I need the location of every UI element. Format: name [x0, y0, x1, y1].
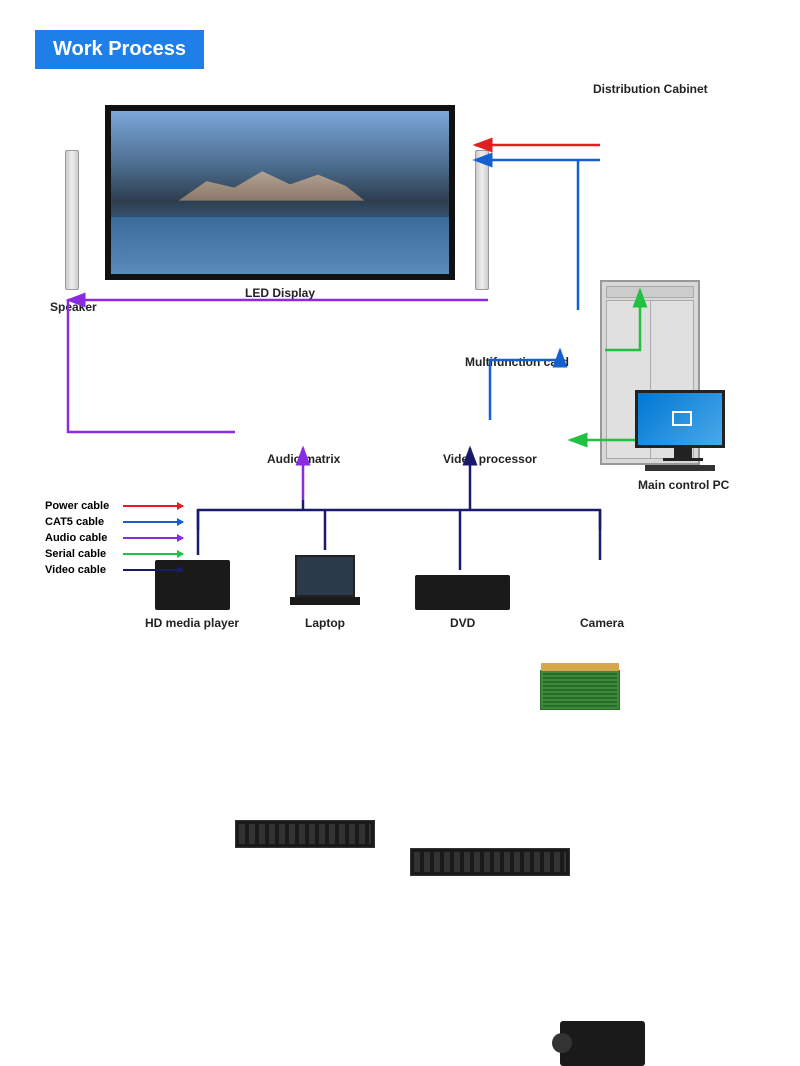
multifunction-card-label: Multifunction card: [465, 355, 569, 369]
legend-label: Serial cable: [45, 548, 123, 560]
legend-arrow: [123, 569, 183, 571]
distribution-cabinet-label: Distribution Cabinet: [593, 82, 708, 96]
work-process-diagram: Work Process LED Display Speaker Distrib…: [0, 0, 800, 694]
led-display-label: LED Display: [245, 286, 315, 300]
legend-arrow: [123, 521, 183, 523]
led-display: [105, 105, 455, 280]
dvd: [415, 575, 510, 610]
main-control-pc-label: Main control PC: [638, 478, 729, 492]
legend-arrow: [123, 505, 183, 507]
multifunction-card: [540, 670, 620, 710]
legend-arrow: [123, 537, 183, 539]
legend-label: Power cable: [45, 500, 123, 512]
speaker-left: [65, 150, 79, 290]
video-processor-label: Video processor: [443, 452, 537, 466]
legend-label: Video cable: [45, 564, 123, 576]
dvd-label: DVD: [450, 616, 475, 630]
video-processor: [410, 848, 570, 876]
camera: [560, 1021, 645, 1066]
laptop: [290, 555, 360, 605]
cable-legend: Power cable CAT5 cable Audio cable Serial c…: [45, 500, 183, 580]
legend-label: CAT5 cable: [45, 516, 123, 528]
legend-arrow: [123, 553, 183, 555]
title-banner: Work Process: [35, 30, 204, 69]
camera-label: Camera: [580, 616, 624, 630]
legend-label: Audio cable: [45, 532, 123, 544]
hd-media-player-label: HD media player: [145, 616, 239, 630]
speaker-label: Speaker: [50, 300, 97, 314]
audio-matrix-label: Audio matrix: [267, 452, 340, 466]
main-control-pc: [635, 390, 730, 471]
laptop-label: Laptop: [305, 616, 345, 630]
audio-matrix: [235, 820, 375, 848]
speaker-right: [475, 150, 489, 290]
